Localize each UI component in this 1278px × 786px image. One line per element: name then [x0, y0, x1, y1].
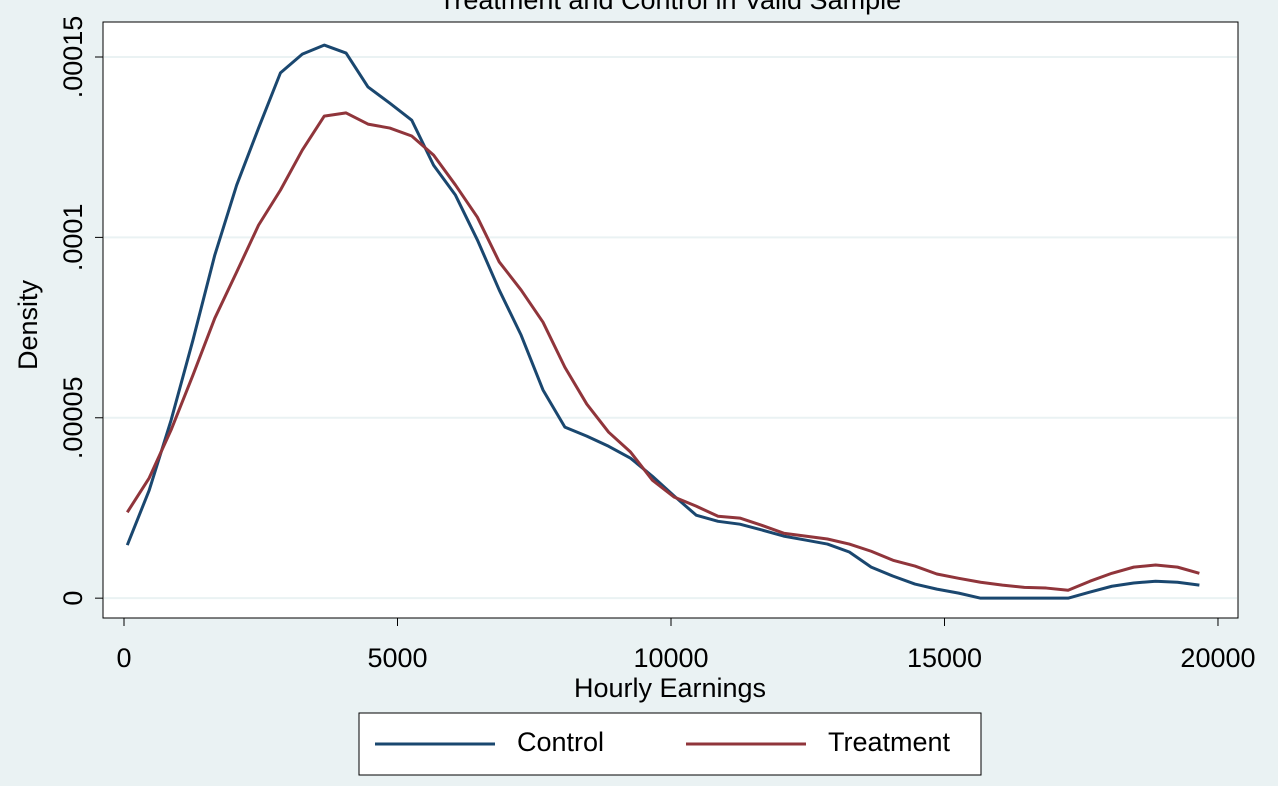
plot-area [102, 21, 1239, 619]
chart-title: Treatment and Control in Valid Sample [439, 0, 901, 15]
series-line [126, 111, 1200, 592]
x-tick-label: 0 [116, 643, 131, 673]
plot-area [102, 21, 1239, 619]
y-axis-label: Density [13, 279, 43, 370]
series-line [125, 43, 1200, 600]
x-tick-label: 20000 [1180, 643, 1255, 673]
y-tick-label: .0001 [58, 204, 88, 272]
x-tick-label: 15000 [907, 643, 982, 673]
y-tick-label: .00005 [58, 376, 88, 459]
x-tick-label: 5000 [367, 643, 427, 673]
x-axis-label: Hourly Earnings [574, 673, 766, 703]
legend-label: Treatment [828, 727, 951, 757]
legend: Control Treatment [358, 712, 982, 776]
x-tick-label: 10000 [633, 643, 708, 673]
y-tick-label: .00015 [58, 16, 88, 99]
legend-label: Control [517, 727, 604, 757]
y-tick-label: 0 [58, 591, 88, 606]
